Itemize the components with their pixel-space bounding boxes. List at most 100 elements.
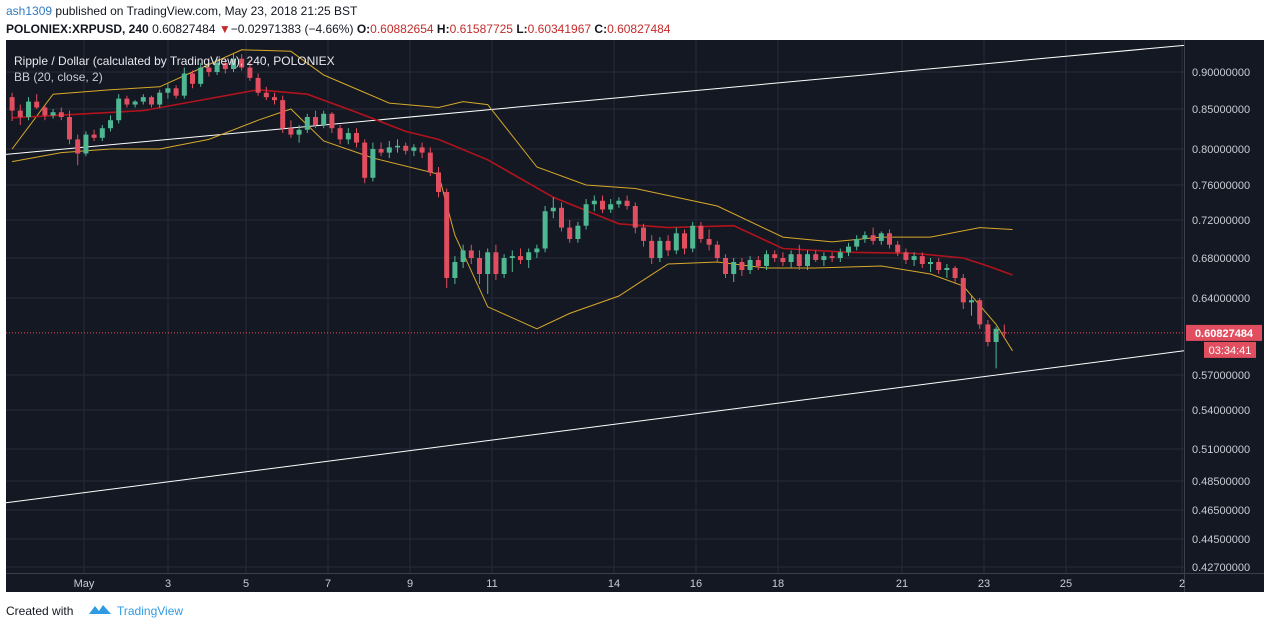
- candle-down: [723, 258, 728, 274]
- publish-header: ash1309 published on TradingView.com, Ma…: [0, 0, 1270, 40]
- candle-down: [813, 254, 819, 260]
- candle-up: [673, 233, 679, 251]
- chart-legend: Ripple / Dollar (calculated by TradingVi…: [14, 53, 335, 85]
- close-label: C:: [594, 22, 608, 36]
- candle-down: [288, 128, 294, 135]
- y-tick-label: 0.46500000: [1192, 505, 1250, 517]
- candle-down: [17, 110, 23, 117]
- y-tick-label: 0.54000000: [1192, 405, 1250, 417]
- candle-up: [657, 240, 663, 258]
- candle-up: [846, 246, 851, 253]
- candle-down: [34, 101, 40, 108]
- x-tick-label: 9: [407, 578, 413, 590]
- x-tick-label: 11: [486, 578, 497, 590]
- candle-down: [239, 58, 245, 68]
- candle-down: [559, 207, 564, 228]
- candle-up: [501, 258, 507, 274]
- candle-up: [690, 225, 696, 249]
- candle-down: [378, 149, 384, 153]
- upper-trendline: [5, 44, 1185, 155]
- candle-down: [190, 73, 195, 84]
- candle-down: [329, 113, 335, 129]
- created-with-label: Created with: [6, 604, 74, 618]
- tradingview-link[interactable]: TradingView: [117, 604, 184, 618]
- candle-down: [624, 200, 630, 206]
- candle-up: [386, 147, 392, 153]
- y-tick-label: 0.76000000: [1192, 180, 1250, 192]
- candle-up: [821, 256, 827, 260]
- candle-down: [222, 63, 228, 70]
- symbol-label: POLONIEX:XRPUSD, 240: [6, 22, 149, 36]
- candle-down: [772, 254, 778, 258]
- candle-down: [632, 206, 638, 228]
- y-tick-label: 0.72000000: [1192, 215, 1250, 227]
- candle-down: [444, 192, 450, 278]
- candle-up: [862, 235, 868, 239]
- candle-up: [116, 98, 122, 121]
- y-tick-label: 0.48500000: [1192, 476, 1250, 488]
- footer: Created with TradingView: [0, 592, 1270, 629]
- x-tick-label: 14: [608, 578, 620, 590]
- candle-up: [616, 200, 622, 205]
- candle-down: [75, 139, 81, 154]
- lower-trendline: [5, 350, 1185, 504]
- candle-up: [460, 250, 466, 262]
- candle-down: [567, 227, 573, 239]
- candle-down: [870, 235, 876, 241]
- last-price-badge: [1186, 324, 1262, 341]
- candle-down: [477, 258, 482, 274]
- y-tick-label: 0.57000000: [1192, 370, 1250, 382]
- candle-up: [591, 200, 597, 205]
- candle-down: [247, 67, 253, 78]
- x-tick-label: 16: [690, 578, 702, 590]
- candle-down: [698, 225, 704, 239]
- bar-countdown-label: 03:34:41: [1209, 345, 1252, 357]
- x-tick-label: 18: [772, 578, 784, 590]
- candle-down: [67, 117, 72, 140]
- candle-down: [91, 134, 97, 138]
- candle-down: [263, 92, 269, 98]
- candle-down: [9, 97, 15, 111]
- candle-up: [157, 92, 163, 105]
- candle-up: [165, 88, 171, 93]
- candle-up: [395, 145, 400, 148]
- author-link[interactable]: ash1309: [6, 4, 53, 18]
- x-tick-label: 25: [1060, 578, 1072, 590]
- chart-area[interactable]: 0.90000000 0.85000000 0.80000000 0.76000000…: [5, 40, 1264, 592]
- last-price: 0.60827484: [152, 22, 216, 36]
- candle-down: [649, 240, 655, 258]
- candle-up: [321, 113, 327, 125]
- candle-down: [682, 233, 687, 249]
- candle-up: [575, 225, 581, 239]
- candle-down: [272, 97, 277, 101]
- candle-down: [436, 172, 441, 192]
- candle-down: [468, 250, 474, 258]
- x-tick-label: 3: [165, 578, 171, 590]
- candle-up: [878, 233, 884, 241]
- candle-down: [173, 88, 179, 96]
- candle-down: [362, 142, 368, 178]
- bb-lower-band: [12, 108, 1013, 352]
- candle-up: [214, 63, 220, 72]
- y-tick-label: 0.44500000: [1192, 534, 1250, 546]
- candle-up: [788, 254, 794, 262]
- price-chart[interactable]: 0.90000000 0.85000000 0.80000000 0.76000000…: [5, 40, 1264, 592]
- candle-down: [780, 258, 786, 262]
- open-value: 0.60882654: [370, 22, 434, 36]
- candle-up: [747, 260, 753, 270]
- change-value: −0.02971383 (−4.66%): [230, 22, 354, 36]
- chart-background: [6, 40, 1264, 592]
- countdown-badge: [1204, 341, 1256, 358]
- candle-up: [608, 204, 614, 210]
- candle-down: [354, 133, 359, 143]
- y-tick-label: 0.85000000: [1192, 104, 1250, 116]
- candle-down: [337, 128, 343, 140]
- candle-down: [255, 77, 261, 93]
- x-tick-label: 5: [243, 578, 249, 590]
- x-tick-label: 2: [1179, 578, 1185, 590]
- candle-down: [936, 262, 942, 270]
- candle-up: [181, 73, 187, 96]
- close-value: 0.60827484: [607, 22, 671, 36]
- candle-down: [280, 100, 286, 129]
- y-tick-label: 0.64000000: [1192, 293, 1250, 305]
